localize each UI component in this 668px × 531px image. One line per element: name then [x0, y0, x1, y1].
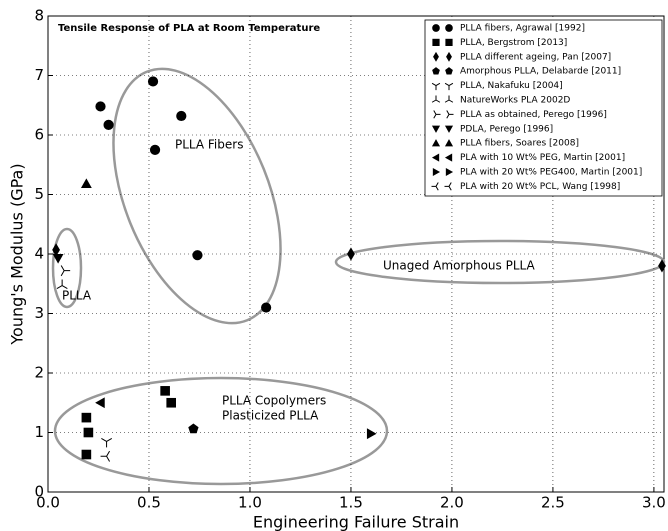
marker	[176, 110, 187, 122]
legend-label: PLLA fibers, Soares [2008]	[460, 139, 579, 149]
legend-label: PLLA, Nakafuku [2004]	[460, 81, 563, 91]
marker	[446, 110, 454, 119]
marker	[446, 51, 452, 62]
marker	[81, 412, 92, 423]
legend-label: PLLA fibers, Agrawal [1992]	[460, 24, 585, 34]
legend-label: PLLA as obtained, Perego [1996]	[460, 110, 607, 120]
annotation: Plasticized PLLA	[222, 409, 319, 423]
y-axis-label: Young's Modulus (GPa)	[8, 163, 27, 345]
marker	[52, 253, 64, 264]
marker	[83, 427, 94, 438]
marker	[445, 38, 453, 46]
annotation: PLLA	[62, 289, 92, 303]
x-tick-label: 2.0	[440, 494, 464, 512]
x-tick-label: 0.0	[36, 494, 60, 512]
marker	[433, 51, 439, 62]
marker	[60, 265, 71, 277]
marker	[431, 182, 439, 191]
marker	[445, 67, 453, 75]
marker	[103, 119, 114, 130]
legend-label: PLA with 20 Wt% PCL, Wang [1998]	[460, 182, 620, 192]
y-tick-label: 4	[34, 245, 44, 263]
marker	[95, 397, 105, 409]
marker	[188, 423, 199, 434]
marker	[80, 178, 92, 188]
marker	[431, 125, 441, 133]
x-tick-label: 1.5	[339, 494, 363, 512]
marker	[658, 259, 666, 273]
x-tick-label: 0.5	[137, 494, 161, 512]
marker	[166, 397, 176, 408]
marker	[431, 95, 441, 103]
marker	[444, 182, 452, 191]
annotation: Unaged Amorphous PLLA	[383, 259, 535, 273]
x-tick-label: 2.5	[541, 494, 565, 512]
marker	[445, 24, 453, 32]
chart-title: Tensile Response of PLA at Room Temperat…	[58, 23, 320, 34]
marker	[431, 82, 441, 91]
y-tick-label: 6	[34, 126, 44, 144]
y-tick-label: 3	[34, 304, 44, 322]
legend-label: PLLA, Bergstrom [2013]	[460, 38, 567, 48]
legend-label: PLA with 10 Wt% PEG, Martin [2001]	[460, 153, 625, 163]
marker	[347, 247, 355, 261]
marker	[261, 302, 272, 313]
marker	[149, 144, 161, 155]
ellipse	[334, 239, 666, 285]
marker	[147, 76, 159, 87]
y-tick-label: 0	[34, 483, 44, 501]
legend-label: PLLA different ageing, Pan [2007]	[460, 52, 611, 62]
y-tick-label: 5	[34, 185, 44, 203]
marker	[81, 449, 92, 460]
x-tick-label: 3.0	[642, 494, 666, 512]
annotation: PLLA Copolymers	[222, 394, 326, 408]
marker	[101, 437, 113, 448]
marker	[432, 38, 440, 46]
y-tick-label: 2	[34, 364, 44, 382]
marker	[431, 153, 440, 162]
marker	[444, 125, 454, 133]
marker	[95, 101, 106, 112]
marker	[100, 450, 111, 462]
marker	[444, 95, 454, 103]
legend	[424, 19, 663, 197]
legend-label: NatureWorks PLA 2002D	[460, 96, 570, 106]
marker	[192, 250, 203, 261]
marker	[160, 386, 170, 396]
y-tick-label: 1	[34, 423, 44, 441]
marker	[56, 279, 68, 289]
y-tick-label: 8	[34, 7, 44, 25]
marker	[433, 110, 441, 119]
marker	[52, 243, 60, 257]
legend-label: PDLA, Perego [1996]	[460, 124, 553, 134]
marker	[444, 139, 454, 147]
marker	[432, 67, 440, 75]
ellipse	[53, 376, 389, 486]
marker	[445, 167, 454, 177]
legend-label: Amorphous PLLA, Delabarde [2011]	[460, 67, 621, 77]
marker	[366, 428, 377, 440]
legend-label: PLA with 20 Wt% PEG400, Martin [2001]	[460, 168, 642, 178]
marker	[432, 24, 440, 32]
marker	[431, 139, 441, 147]
ellipse	[112, 67, 282, 325]
marker	[444, 153, 453, 162]
marker	[432, 167, 441, 177]
marker	[444, 82, 454, 91]
ellipse	[51, 227, 83, 309]
x-axis-label: Engineering Failure Strain	[253, 513, 459, 531]
annotation: PLLA Fibers	[175, 138, 243, 152]
x-tick-label: 1.0	[238, 494, 262, 512]
y-tick-label: 7	[34, 66, 44, 84]
